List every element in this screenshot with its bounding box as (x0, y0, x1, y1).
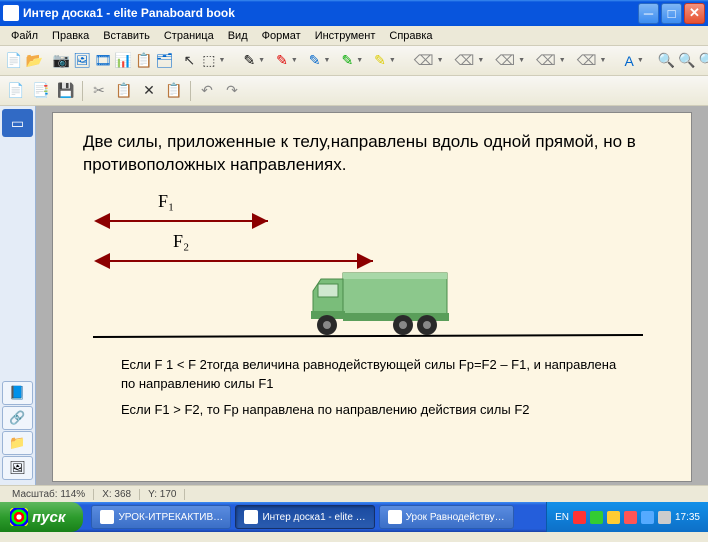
tb-eraser3[interactable]: ⌫▼ (490, 49, 530, 73)
tb-eraser2[interactable]: ⌫▼ (450, 49, 490, 73)
titlebar: Интер доска1 - elite Panaboard book ─ □ … (0, 0, 708, 26)
tb-zoom-fit[interactable]: 🔍 (698, 49, 708, 73)
toolbar-edit: 📄📑💾✂📋✕📋↶↷ (0, 76, 708, 106)
tray-icon[interactable] (590, 511, 603, 524)
close-button[interactable]: ✕ (684, 3, 705, 24)
tb-undo[interactable]: ↶ (195, 79, 219, 103)
tb-clipboard[interactable]: 📋 (134, 49, 153, 73)
tb-zoom-out[interactable]: 🔍 (677, 49, 696, 73)
menu-формат[interactable]: Формат (255, 28, 308, 44)
menu-справка[interactable]: Справка (382, 28, 439, 44)
task-button[interactable]: Урок Равнодейству… (379, 505, 514, 529)
tb-open[interactable]: 📂 (24, 49, 43, 73)
status-x: X: 368 (94, 489, 140, 500)
side-panel: ▭ 📘 🔗 📁 🖼 (0, 106, 36, 485)
tb-pen-green[interactable]: ✎▼ (336, 49, 368, 73)
tb-cut[interactable]: ✂ (87, 79, 111, 103)
tb-text[interactable]: A▼ (619, 49, 648, 73)
sidetab-pages[interactable]: ▭ (2, 109, 33, 137)
sidetab-b[interactable]: 🔗 (2, 406, 33, 430)
tb-select[interactable]: ⬚▼ (197, 49, 230, 73)
tray-icon[interactable] (607, 511, 620, 524)
tb-new[interactable]: 📄 (4, 49, 23, 73)
tb-eraser4[interactable]: ⌫▼ (531, 49, 571, 73)
tb-save[interactable]: 💾 (54, 79, 78, 103)
tb-misc[interactable]: 🗂 (155, 49, 175, 73)
tb-media[interactable]: 🎞 (93, 49, 113, 73)
tb-pen-black[interactable]: ✎▼ (238, 49, 270, 73)
tray-icon[interactable] (573, 511, 586, 524)
maximize-button[interactable]: □ (661, 3, 682, 24)
toolbar-main: 📄📂📷🖼🎞📊📋🗂↖⬚▼✎▼✎▼✎▼✎▼✎▼⌫▼⌫▼⌫▼⌫▼⌫▼A▼🔍🔍🔍 (0, 46, 708, 76)
tb-zoom-in[interactable]: 🔍 (657, 49, 676, 73)
app-icon (3, 5, 19, 21)
task-button[interactable]: Интер доска1 - elite … (235, 505, 374, 529)
menu-правка[interactable]: Правка (45, 28, 96, 44)
window-title: Интер доска1 - elite Panaboard book (23, 6, 638, 20)
tray-icon[interactable] (658, 511, 671, 524)
menu-вид[interactable]: Вид (221, 28, 255, 44)
menubar: ФайлПравкаВставитьСтраницаВидФорматИнстр… (0, 26, 708, 46)
task-button[interactable]: УРОК-ИТРЕКАКТИВ… (91, 505, 231, 529)
system-tray[interactable]: EN 17:35 (546, 502, 708, 532)
tb-image[interactable]: 🖼 (72, 49, 92, 73)
canvas-area[interactable]: Две силы, приложенные к телу,направлены … (36, 106, 708, 485)
tb-paste[interactable]: 📋 (162, 79, 186, 103)
tb-pointer[interactable]: ↖ (183, 49, 197, 73)
sidetab-d[interactable]: 🖼 (2, 456, 33, 480)
status-y: Y: 170 (140, 489, 185, 500)
taskbar: пуск УРОК-ИТРЕКАКТИВ…Интер доска1 - elit… (0, 502, 708, 532)
tb-camera[interactable]: 📷 (52, 49, 71, 73)
menu-файл[interactable]: Файл (4, 28, 45, 44)
tb-redo[interactable]: ↷ (220, 79, 244, 103)
tb-page-new[interactable]: 📄 (4, 79, 28, 103)
status-zoom: Масштаб: 114% (4, 489, 94, 500)
sidetab-a[interactable]: 📘 (2, 381, 33, 405)
tb-eraser1[interactable]: ⌫▼ (409, 49, 449, 73)
start-button[interactable]: пуск (0, 502, 83, 532)
f2-label: F₂ (173, 231, 189, 252)
tb-page-dup[interactable]: 📑 (29, 79, 53, 103)
slide-heading: Две силы, приложенные к телу,направлены … (83, 131, 661, 177)
sidetab-c[interactable]: 📁 (2, 431, 33, 455)
force-diagram: F₁ F₂ (83, 189, 661, 349)
tb-pen-yellow[interactable]: ✎▼ (369, 49, 401, 73)
formula-1: Если F 1 < F 2тогда величина равнодейств… (121, 355, 623, 394)
lang-indicator[interactable]: EN (555, 512, 569, 523)
menu-вставить[interactable]: Вставить (96, 28, 157, 44)
tray-icon[interactable] (641, 511, 654, 524)
tb-pen-blue[interactable]: ✎▼ (304, 49, 336, 73)
tb-delete[interactable]: ✕ (137, 79, 161, 103)
statusbar: Масштаб: 114% X: 368 Y: 170 (0, 485, 708, 502)
tb-object[interactable]: 📊 (114, 49, 133, 73)
tray-icon[interactable] (624, 511, 637, 524)
clock[interactable]: 17:35 (675, 512, 700, 523)
menu-инструмент[interactable]: Инструмент (308, 28, 383, 44)
tb-copy[interactable]: 📋 (112, 79, 136, 103)
tb-eraser5[interactable]: ⌫▼ (572, 49, 612, 73)
menu-страница[interactable]: Страница (157, 28, 221, 44)
tb-pen-red[interactable]: ✎▼ (271, 49, 303, 73)
f1-label: F₁ (158, 191, 174, 212)
truck-icon (303, 269, 453, 339)
formula-2: Если F1 > F2, то Fр направлена по направ… (121, 400, 623, 420)
minimize-button[interactable]: ─ (638, 3, 659, 24)
slide-page: Две силы, приложенные к телу,направлены … (52, 112, 692, 482)
